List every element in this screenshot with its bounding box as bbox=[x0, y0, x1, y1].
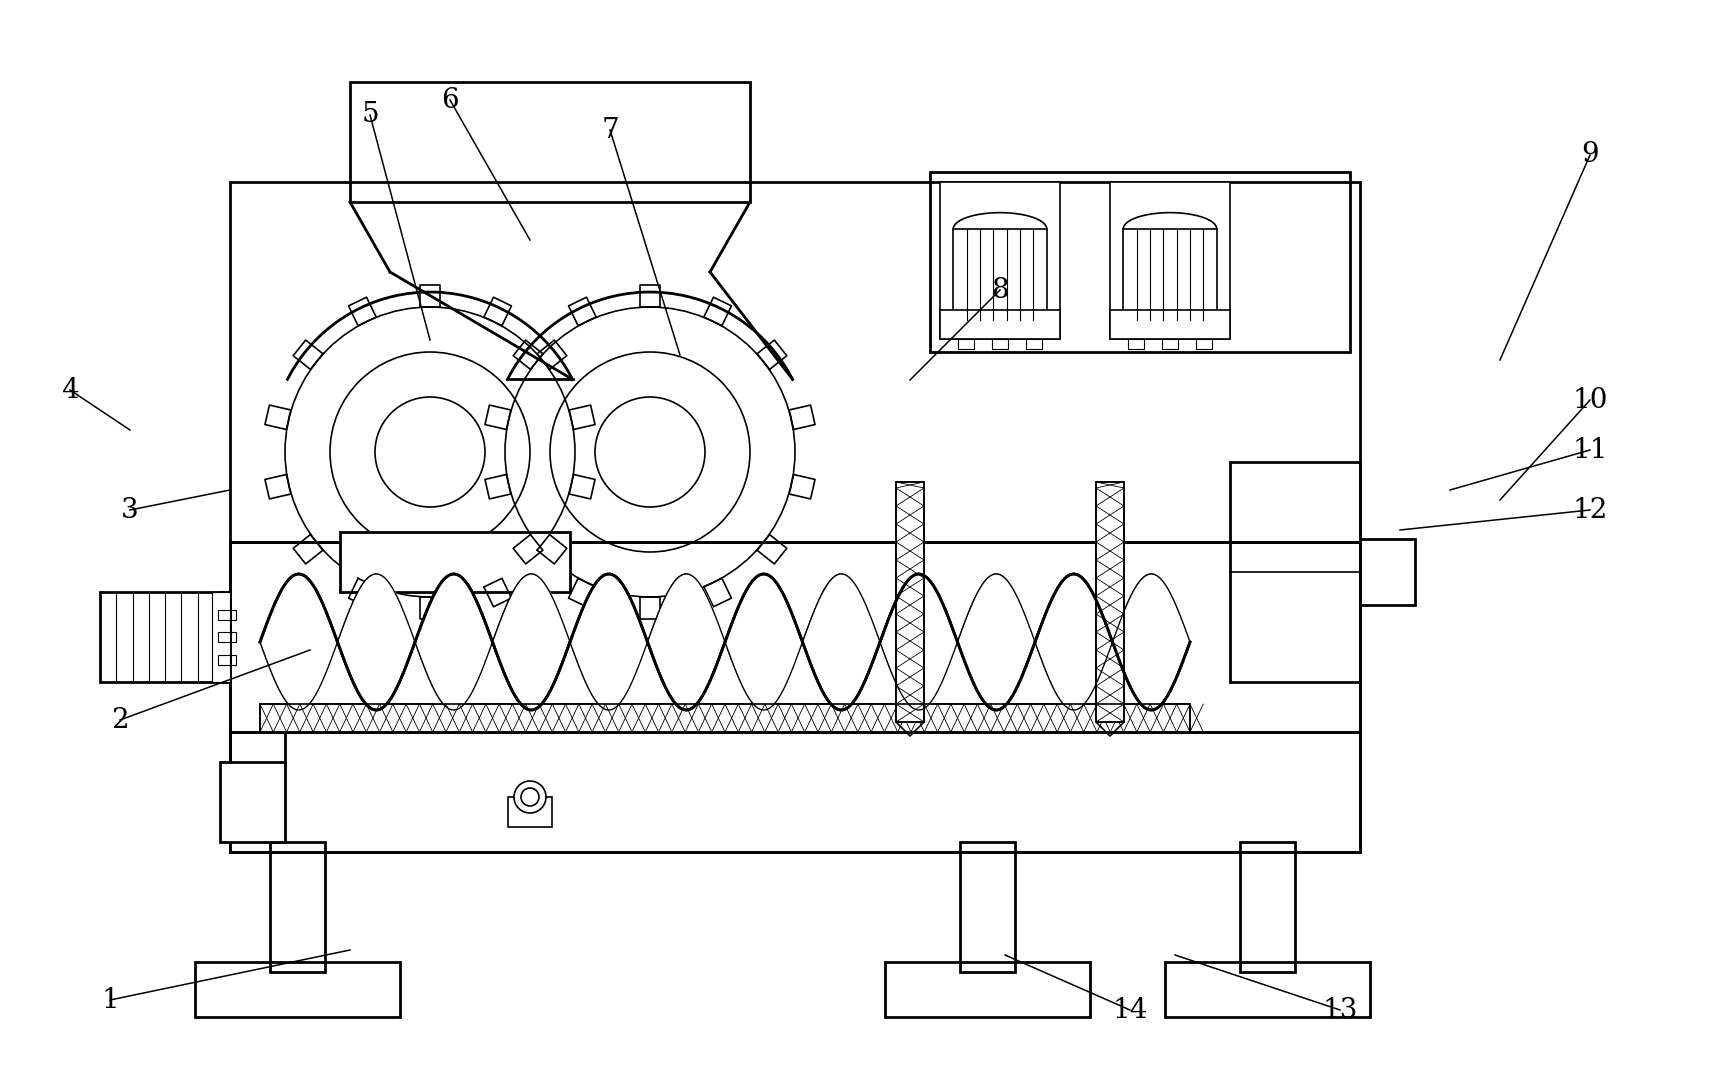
Bar bbox=[231, 542, 1359, 732]
Bar bbox=[194, 962, 401, 1017]
Bar bbox=[884, 962, 1091, 1017]
Bar bbox=[508, 796, 551, 827]
Bar bbox=[1129, 339, 1144, 348]
Bar bbox=[218, 632, 236, 642]
Text: 2: 2 bbox=[111, 706, 128, 733]
Bar bbox=[1162, 339, 1177, 348]
Bar bbox=[959, 339, 975, 348]
Bar bbox=[350, 81, 751, 202]
Bar bbox=[101, 592, 231, 682]
Text: 11: 11 bbox=[1573, 436, 1607, 463]
Text: 12: 12 bbox=[1573, 496, 1607, 523]
Bar bbox=[218, 655, 236, 665]
Bar bbox=[1165, 962, 1370, 1017]
Bar bbox=[992, 339, 1007, 348]
Bar bbox=[218, 610, 236, 620]
Bar bbox=[929, 172, 1351, 352]
Bar bbox=[961, 842, 1014, 972]
Text: 10: 10 bbox=[1573, 387, 1607, 414]
Bar bbox=[260, 704, 1190, 732]
Text: 6: 6 bbox=[440, 87, 460, 114]
Circle shape bbox=[513, 781, 546, 813]
Bar bbox=[1110, 182, 1229, 339]
Bar bbox=[940, 311, 1059, 339]
Text: 7: 7 bbox=[602, 117, 619, 144]
Text: 8: 8 bbox=[992, 277, 1009, 303]
Bar bbox=[940, 182, 1059, 339]
Bar bbox=[896, 482, 924, 723]
Text: 9: 9 bbox=[1581, 142, 1599, 168]
Bar bbox=[260, 704, 1190, 732]
Text: 1: 1 bbox=[101, 986, 120, 1013]
Bar bbox=[1096, 482, 1124, 723]
Bar bbox=[340, 532, 570, 592]
Text: 14: 14 bbox=[1111, 997, 1148, 1024]
Bar bbox=[1196, 339, 1212, 348]
Bar bbox=[212, 592, 231, 682]
Text: 4: 4 bbox=[61, 376, 78, 403]
Bar bbox=[954, 229, 1047, 319]
Circle shape bbox=[520, 788, 539, 806]
Bar bbox=[1240, 842, 1295, 972]
Text: 3: 3 bbox=[121, 496, 139, 523]
Bar bbox=[220, 762, 284, 842]
Bar bbox=[231, 732, 1359, 852]
Bar bbox=[220, 592, 231, 682]
Bar bbox=[1359, 539, 1415, 605]
Bar bbox=[896, 482, 924, 723]
Bar bbox=[1124, 229, 1217, 319]
Text: 13: 13 bbox=[1323, 997, 1358, 1024]
Text: 5: 5 bbox=[361, 102, 378, 129]
Bar bbox=[1229, 462, 1359, 682]
Bar bbox=[231, 182, 1359, 852]
Bar bbox=[1096, 482, 1124, 723]
Bar bbox=[1025, 339, 1042, 348]
Bar bbox=[271, 842, 324, 972]
Bar bbox=[1110, 311, 1229, 339]
